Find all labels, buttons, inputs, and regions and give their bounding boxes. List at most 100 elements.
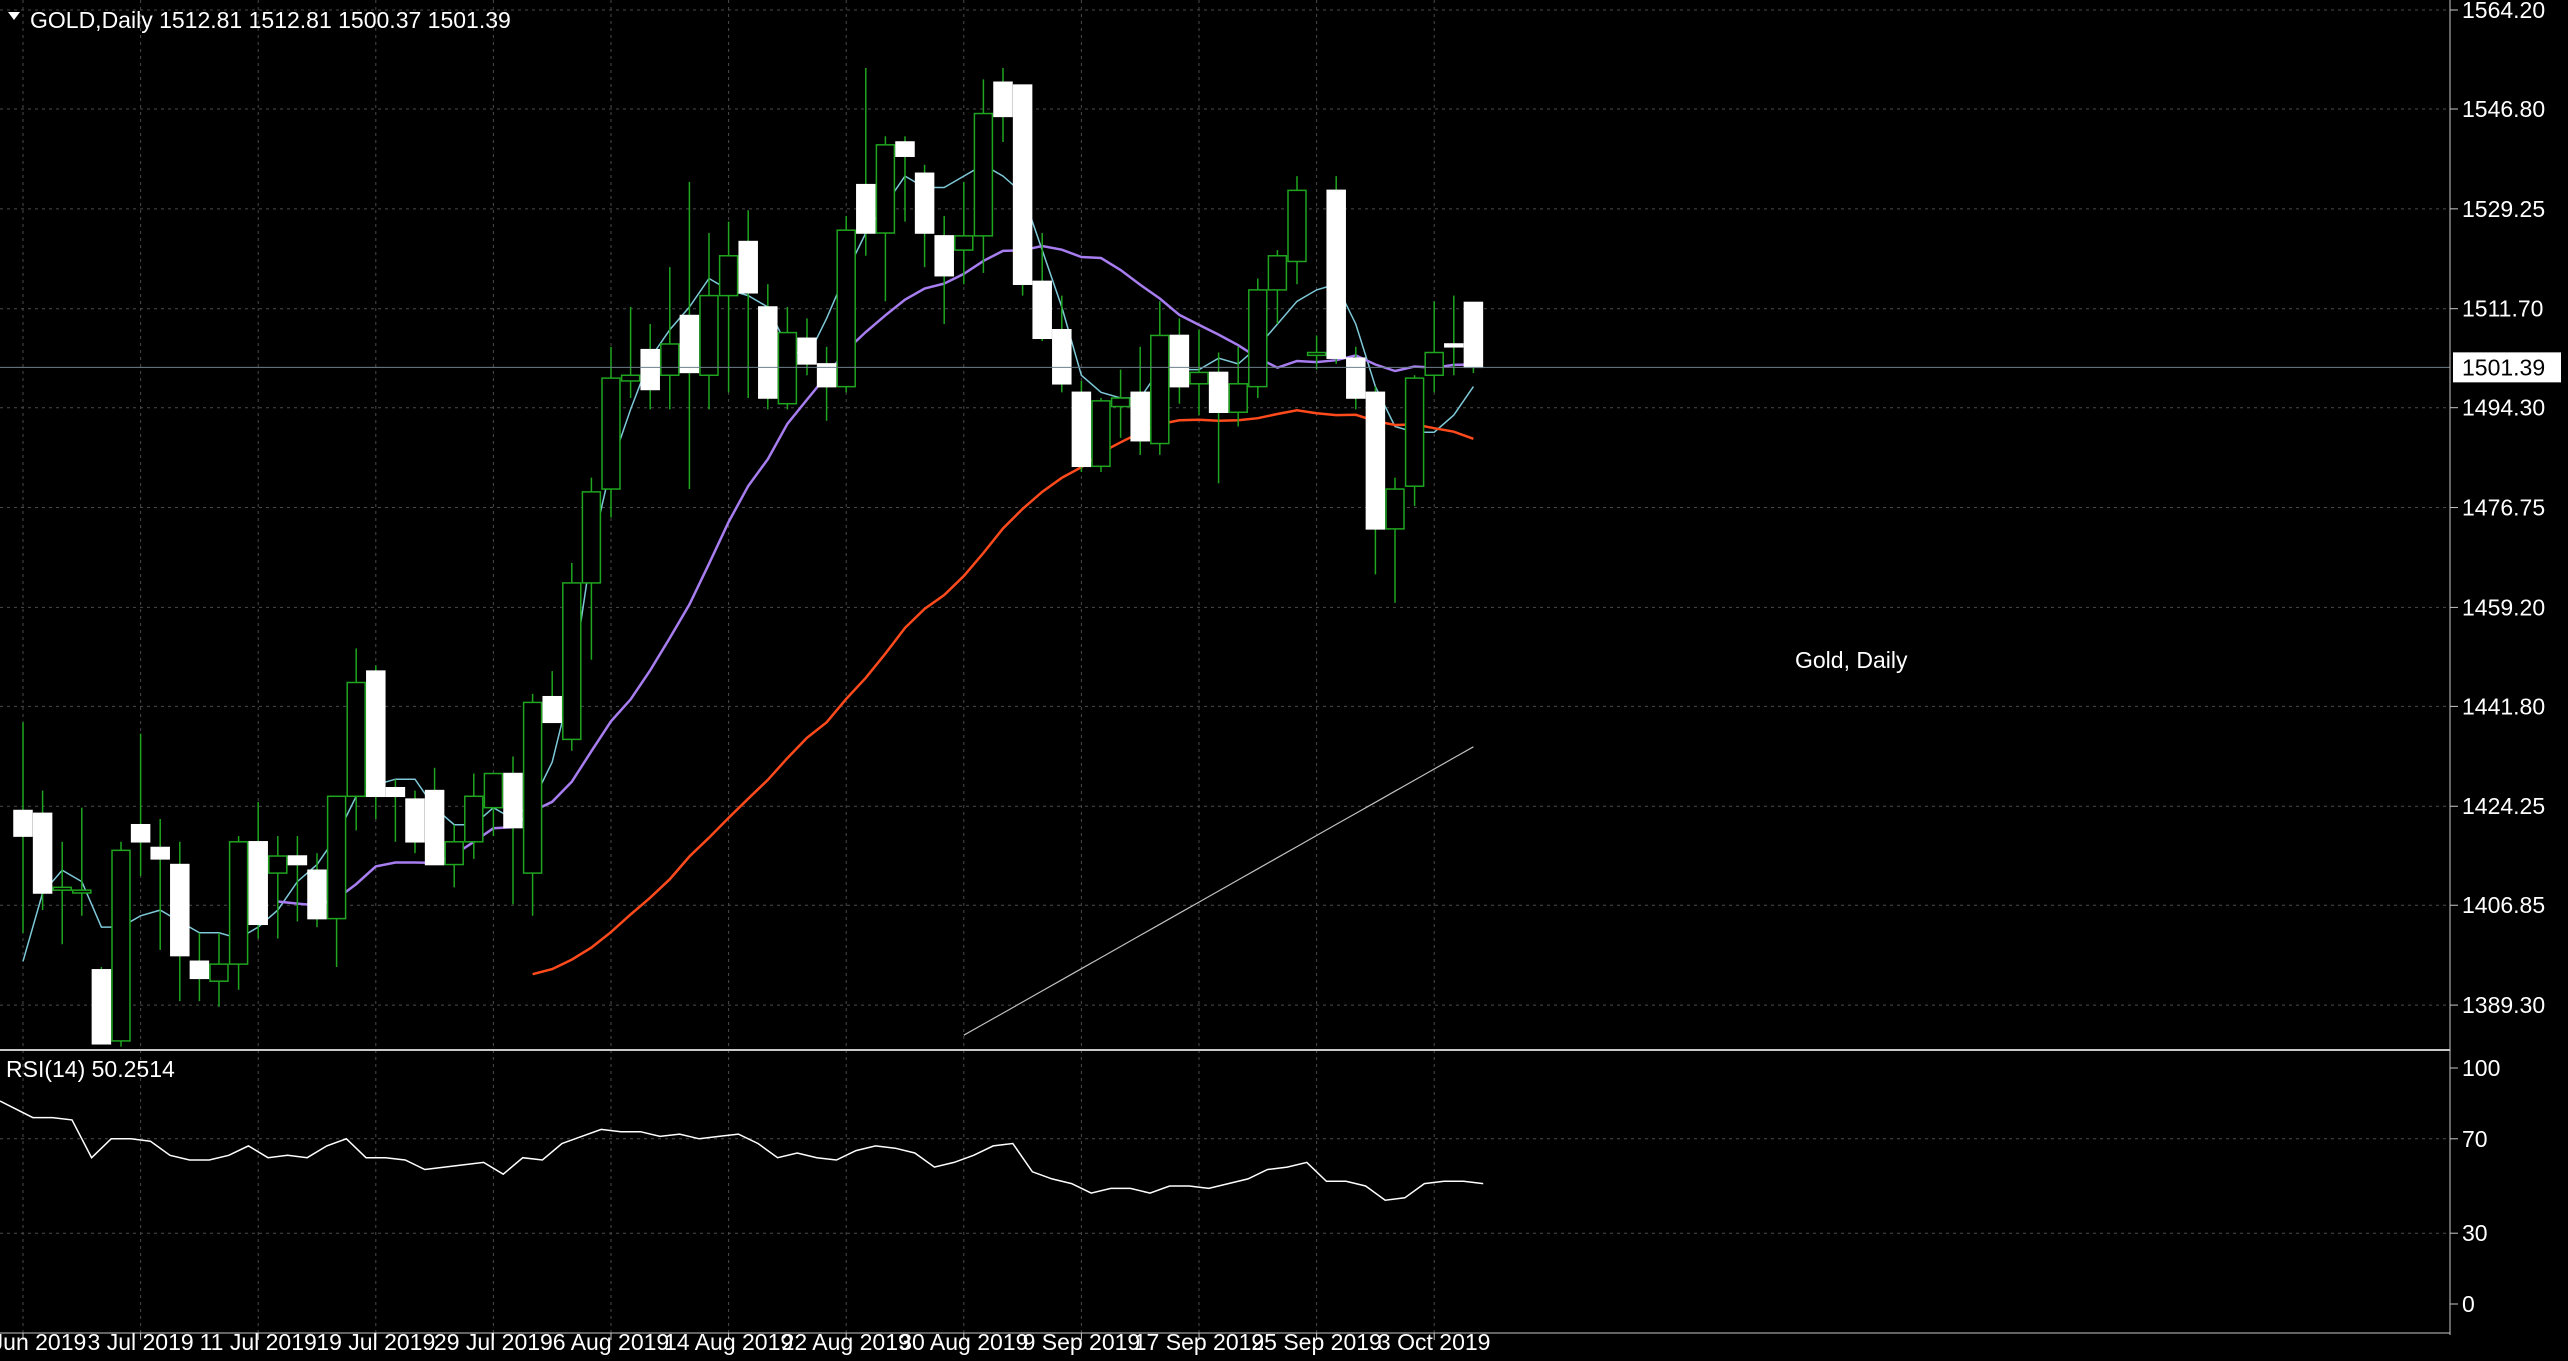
candle-bull [444, 841, 464, 866]
candle-bull [522, 701, 543, 874]
price-tick-label: 1424.25 [2462, 793, 2545, 819]
candle-bear [816, 363, 837, 388]
candle-bear [758, 306, 778, 399]
candle-bear [934, 235, 954, 277]
candle-bull [326, 795, 347, 920]
candle-bear [1208, 371, 1229, 413]
candle-bull [601, 377, 621, 490]
candle-bear [1032, 280, 1052, 340]
candle-bull [718, 255, 739, 297]
candle-bull [660, 343, 680, 377]
candle-bear [248, 841, 268, 926]
date-tick-label: 25 Jun 2019 [0, 1329, 86, 1355]
date-tick-label: 14 Aug 2019 [664, 1329, 793, 1355]
header: GOLD,Daily 1512.81 1512.81 1500.37 1501.… [8, 7, 511, 33]
candle-bear [1130, 391, 1150, 442]
rsi-tick-label: 30 [2462, 1220, 2488, 1246]
candle-bull [1306, 351, 1327, 357]
rsi-tick-label: 100 [2462, 1055, 2500, 1081]
candle-bear [1346, 357, 1366, 399]
candle-bear [1052, 328, 1072, 385]
date-tick-label: 22 Aug 2019 [782, 1329, 911, 1355]
date-tick-label: 17 Sep 2019 [1134, 1329, 1264, 1355]
candle-bear [542, 695, 562, 724]
date-tick-label: 9 Sep 2019 [1023, 1329, 1141, 1355]
candle-bull [346, 681, 366, 798]
dropdown-arrow-icon[interactable] [8, 12, 20, 20]
current-price-tag: 1501.39 [2453, 352, 2561, 383]
date-tick-label: 6 Aug 2019 [553, 1329, 669, 1355]
candle-bear [797, 337, 817, 365]
candle-bull [1404, 377, 1425, 487]
candle-bear [91, 969, 112, 1045]
candle-bull [111, 849, 131, 1042]
candle-bull [777, 331, 798, 405]
rsi-indicator [0, 1100, 1484, 1201]
candle-bear [1444, 343, 1464, 348]
candle-bear [150, 846, 170, 860]
candle-bull [581, 491, 602, 584]
date-tick-label: 11 Jul 2019 [200, 1329, 317, 1355]
candle-bear [640, 348, 660, 391]
candle-bull [268, 855, 288, 874]
price-tick-label: 1459.20 [2462, 594, 2545, 620]
candle-bull [1385, 488, 1405, 530]
chart-header-text: GOLD,Daily 1512.81 1512.81 1500.37 1501.… [30, 7, 511, 33]
candle-bear [170, 863, 190, 957]
candle-bear [32, 812, 53, 894]
candle-bull [1189, 371, 1209, 385]
candle-bull [72, 889, 92, 894]
long-moving-average-line [963, 746, 1474, 1036]
rsi-line [0, 1100, 1484, 1201]
current-price-label: 1501.39 [2462, 354, 2545, 380]
candle-bear [856, 183, 876, 234]
candle-bear [189, 960, 210, 980]
candle-bear [366, 670, 386, 798]
candle-bear [307, 869, 327, 920]
candle-bull [209, 963, 229, 982]
candle-bear [1012, 84, 1033, 285]
price-tick-label: 1529.25 [2462, 196, 2545, 222]
candle-bull [1150, 334, 1170, 445]
candle-bear [1326, 189, 1346, 359]
candle-bull [836, 229, 856, 388]
candle-bull [699, 294, 719, 377]
candles [13, 68, 1484, 1047]
candle-bear [895, 141, 915, 157]
rsi-header-text: RSI(14) 50.2514 [6, 1056, 175, 1082]
candle-bear [1169, 334, 1190, 388]
candle-bull [1267, 255, 1288, 291]
candle-bull [483, 772, 504, 809]
candle-bear [738, 240, 758, 294]
candle-bear [130, 823, 151, 843]
candle-bear [1463, 301, 1484, 369]
candle-bear [287, 855, 308, 866]
candle-bear [385, 787, 406, 798]
price-tick-label: 1406.85 [2462, 892, 2545, 918]
date-tick-label: 3 Oct 2019 [1378, 1329, 1491, 1355]
rsi-tick-label: 0 [2462, 1291, 2475, 1317]
slow-moving-average-line [532, 409, 1474, 976]
date-tick-label: 3 Jul 2019 [88, 1329, 194, 1355]
candle-bull [464, 795, 484, 843]
price-tick-label: 1494.30 [2462, 395, 2545, 421]
candle-bull [620, 374, 641, 382]
candle-bull [1287, 189, 1307, 263]
candle-bull [954, 235, 974, 251]
price-tick-label: 1546.80 [2462, 96, 2545, 122]
candle-bull [1110, 397, 1131, 408]
candle-bear [13, 809, 33, 837]
candle-bear [679, 314, 700, 374]
price-tick-label: 1476.75 [2462, 495, 2545, 521]
candle-bear [503, 772, 523, 829]
candle-bull [1424, 351, 1444, 377]
price-tick-label: 1389.30 [2462, 992, 2545, 1018]
candle-bull [875, 144, 896, 234]
date-tick-label: 30 Aug 2019 [899, 1329, 1028, 1355]
price-tick-label: 1564.20 [2462, 0, 2545, 23]
watermark-text: Gold, Daily [1795, 647, 1908, 673]
candle-bear [1071, 391, 1092, 468]
candle-bull [1228, 383, 1248, 413]
candle-bull [1248, 289, 1268, 388]
